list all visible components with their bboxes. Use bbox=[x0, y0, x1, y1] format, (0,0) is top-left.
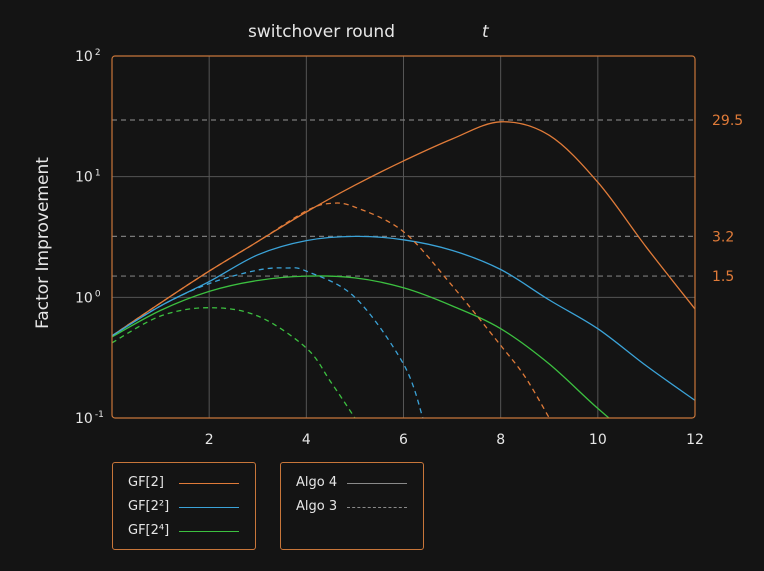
series-line bbox=[112, 202, 550, 418]
legend-series-label: GF[2⁴] bbox=[128, 523, 170, 538]
legend-series: GF[2] GF[2²] GF[2⁴] bbox=[112, 462, 256, 550]
series-line bbox=[112, 235, 695, 401]
y-tick-label: 10 0 bbox=[75, 289, 101, 306]
legend-series-swatch bbox=[179, 531, 239, 532]
chart-title: switchover round bbox=[248, 22, 395, 42]
reference-label: 29.5 bbox=[712, 113, 743, 129]
legend-series-swatch bbox=[179, 483, 239, 484]
legend-series-label: GF[2] bbox=[128, 475, 164, 490]
reference-lines bbox=[112, 119, 695, 277]
y-tick-label: 10 2 bbox=[75, 48, 101, 65]
legend-algo-label: Algo 3 bbox=[296, 499, 338, 514]
chart-title-variable: t bbox=[482, 22, 490, 42]
y-tick-exponent: 2 bbox=[95, 48, 101, 58]
reference-label: 1.5 bbox=[712, 269, 734, 285]
legend-algo: Algo 4 Algo 3 bbox=[280, 462, 424, 550]
y-tick-label: 10 -1 bbox=[75, 410, 104, 427]
series-line bbox=[112, 121, 695, 337]
y-tick-base: 10 bbox=[75, 411, 93, 427]
series-line bbox=[112, 267, 424, 418]
x-tick-label: 12 bbox=[686, 432, 704, 448]
x-tick-label: 2 bbox=[205, 432, 214, 448]
y-tick-base: 10 bbox=[75, 170, 93, 186]
grid bbox=[112, 56, 695, 418]
y-tick-base: 10 bbox=[75, 49, 93, 65]
series-lines bbox=[112, 121, 695, 418]
x-tick-label: 10 bbox=[589, 432, 607, 448]
reference-label: 3.2 bbox=[712, 229, 734, 245]
y-tick-exponent: -1 bbox=[95, 410, 104, 420]
x-tick-label: 6 bbox=[399, 432, 408, 448]
y-axis-label: Factor Improvement bbox=[33, 157, 53, 329]
series-line bbox=[112, 275, 610, 418]
legend-series-swatch bbox=[179, 507, 239, 508]
y-tick-exponent: 0 bbox=[95, 289, 101, 299]
y-tick-label: 10 1 bbox=[75, 169, 101, 186]
plot-frame bbox=[111, 55, 696, 419]
legend-algo-swatch bbox=[347, 483, 407, 484]
legend-series-label: GF[2²] bbox=[128, 499, 170, 514]
legend-algo-swatch bbox=[347, 507, 407, 508]
y-tick-base: 10 bbox=[75, 290, 93, 306]
y-tick-exponent: 1 bbox=[95, 169, 101, 179]
x-tick-label: 8 bbox=[496, 432, 505, 448]
legend-algo-label: Algo 4 bbox=[296, 475, 338, 490]
x-tick-label: 4 bbox=[302, 432, 311, 448]
series-line bbox=[112, 307, 356, 418]
